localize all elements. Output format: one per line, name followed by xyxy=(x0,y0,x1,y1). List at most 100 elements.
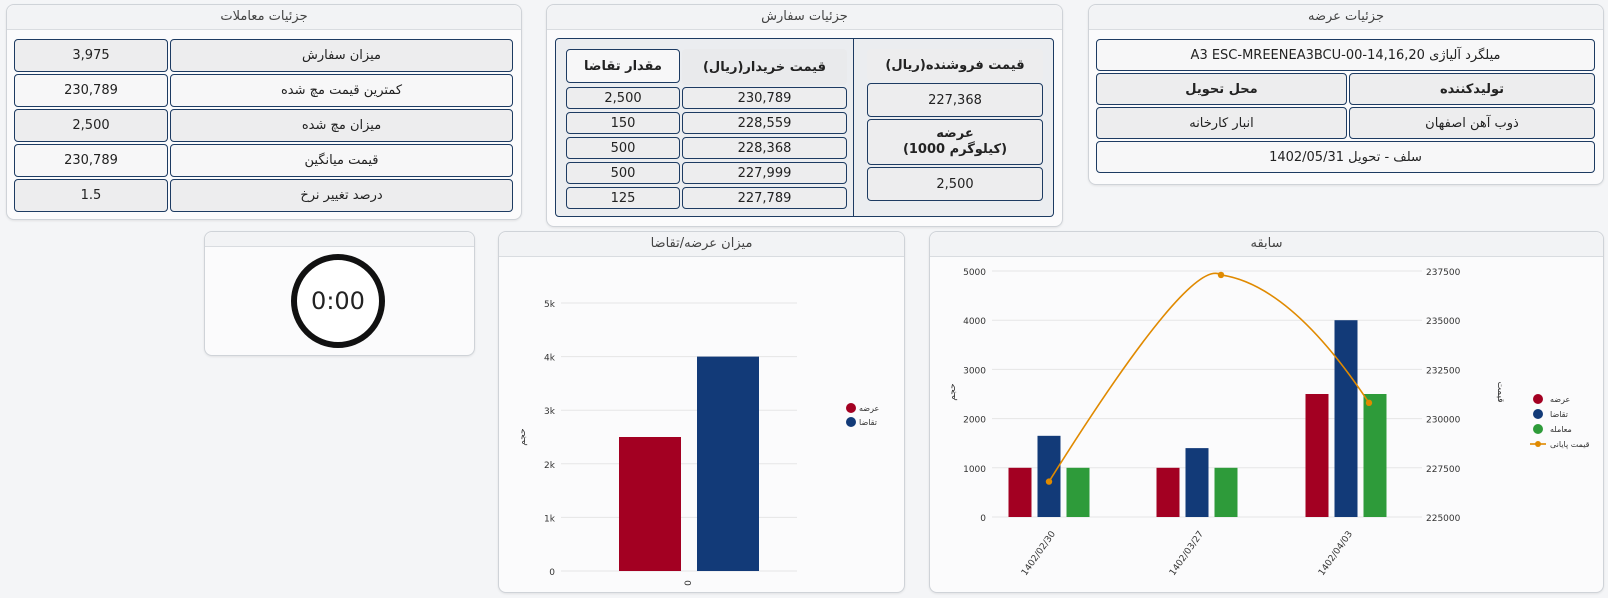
price-point xyxy=(1217,271,1225,279)
delivery-info: سلف - تحویل 1402/05/31 xyxy=(1096,141,1595,173)
y-axis-label: حجم xyxy=(518,428,528,445)
y-tick-label: 4000 xyxy=(963,317,986,327)
supply-demand-chart-title: میزان عرضه/تقاضا xyxy=(499,232,904,257)
y-right-tick-label: 227500 xyxy=(1426,465,1461,475)
y-tick-label: 4k xyxy=(544,354,556,364)
column-divider xyxy=(853,38,854,217)
bar-supply xyxy=(1305,394,1329,517)
buyer-price-label: قیمت خریدار(ریال) xyxy=(682,49,847,85)
supply-label: عرضه (1000 کیلوگرم) xyxy=(867,119,1043,165)
order-details-title: جزئیات سفارش xyxy=(547,5,1062,30)
x-tick-label: 1402/02/30 xyxy=(1020,529,1058,577)
buyer-price-cell: 227,999 xyxy=(682,162,847,184)
y-tick-label: 5000 xyxy=(963,268,986,278)
history-chart-title: سابقه xyxy=(930,232,1603,257)
offer-product: میلگرد آلیاژی A3 ESC-MREENEA3BCU-00-14,1… xyxy=(1096,39,1595,71)
trade-row-label: درصد تغییر نرخ xyxy=(170,179,513,212)
price-point xyxy=(1045,478,1053,485)
seller-price-value: 227,368 xyxy=(867,83,1043,117)
legend-marker[interactable] xyxy=(1533,424,1543,434)
legend-marker[interactable] xyxy=(846,417,856,427)
history-chart: 0 1000 2000 3000 4000 5000 225000 227500 230000 2… xyxy=(948,268,1590,578)
delivery-place-value: انبار کارخانه xyxy=(1096,107,1347,139)
producer-value: ذوب آهن اصفهان xyxy=(1349,107,1595,139)
y-right-tick-label: 235000 xyxy=(1426,317,1461,327)
x-tick-label: 0 xyxy=(684,580,694,586)
bar-supply xyxy=(1156,467,1180,517)
supply-demand-chart: 0 1k 2k 3k 4k 5k حجم 0 عرضه تقاضا xyxy=(518,300,879,586)
delivery-place-label: محل تحویل xyxy=(1096,73,1347,105)
y-right-tick-label: 232500 xyxy=(1426,366,1461,376)
supply-demand-chart-panel: میزان عرضه/تقاضا 0 1k 2k 3k 4k 5k حجم 0 عرضه تقاض… xyxy=(498,231,905,593)
y-tick-label: 2k xyxy=(544,461,556,471)
bar-supply xyxy=(619,437,681,571)
trade-row-value: 230,789 xyxy=(14,74,168,107)
trade-details-panel: جزئیات معاملات میزان سفارش 3,975 کمترین قی… xyxy=(6,4,522,220)
trade-row-value: 1.5 xyxy=(14,179,168,212)
legend-label[interactable]: عرضه xyxy=(859,404,879,413)
trade-row-value: 3,975 xyxy=(14,39,168,72)
y-tick-label: 1k xyxy=(544,514,556,524)
bar-trade xyxy=(1363,394,1387,517)
demand-qty-cell: 125 xyxy=(566,187,680,209)
bar-supply xyxy=(1008,467,1032,517)
trade-row-label: قیمت میانگین xyxy=(170,144,513,177)
legend-label[interactable]: تقاضا xyxy=(1550,410,1568,419)
y-axis-label: حجم xyxy=(948,383,958,400)
buyer-price-cell: 228,559 xyxy=(682,112,847,134)
legend-marker[interactable] xyxy=(1533,394,1543,404)
demand-qty-cell: 500 xyxy=(566,162,680,184)
price-point xyxy=(1365,399,1373,407)
legend-label[interactable]: معامله xyxy=(1550,425,1572,434)
trade-row-value: 230,789 xyxy=(14,144,168,177)
buyer-price-cell: 228,368 xyxy=(682,137,847,159)
timer-header xyxy=(205,232,474,247)
countdown-timer: 0:00 xyxy=(291,254,385,348)
seller-price-label: قیمت فروشنده(ریال) xyxy=(867,49,1043,81)
demand-qty-cell: 150 xyxy=(566,112,680,134)
demand-qty-cell: 2,500 xyxy=(566,87,680,109)
y-tick-label: 2000 xyxy=(963,416,986,426)
trade-row-label: کمترین قیمت مچ شده xyxy=(170,74,513,107)
buyer-price-cell: 227,789 xyxy=(682,187,847,209)
producer-label: تولیدکننده xyxy=(1349,73,1595,105)
legend-label[interactable]: قیمت پایانی xyxy=(1550,440,1590,449)
timer-panel: 0:00 xyxy=(204,231,475,356)
bar-demand xyxy=(1334,320,1358,517)
legend-marker[interactable] xyxy=(1533,409,1543,419)
x-tick-label: 1402/04/03 xyxy=(1317,530,1355,578)
order-details-panel: جزئیات سفارش قیمت فروشنده(ریال) 227,368 … xyxy=(546,4,1063,227)
supply-value: 2,500 xyxy=(867,167,1043,201)
supply-label-text: عرضه xyxy=(936,126,974,141)
y-right-tick-label: 237500 xyxy=(1426,268,1461,278)
legend-marker[interactable] xyxy=(846,403,856,413)
offer-details-title: جزئیات عرضه xyxy=(1089,5,1603,30)
bar-demand xyxy=(1037,435,1061,517)
trade-row-label: میزان مچ شده xyxy=(170,109,513,142)
y-tick-label: 3k xyxy=(544,407,556,417)
buyer-price-cell: 230,789 xyxy=(682,87,847,109)
trade-details-title: جزئیات معاملات xyxy=(7,5,521,30)
x-tick-label: 1402/03/27 xyxy=(1168,530,1206,578)
bar-demand xyxy=(697,356,759,571)
bar-trade xyxy=(1214,467,1238,517)
y-tick-label: 3000 xyxy=(963,366,986,376)
trade-row-value: 2,500 xyxy=(14,109,168,142)
bar-trade xyxy=(1066,467,1090,517)
y-right-axis-label: قیمت xyxy=(1495,381,1505,402)
legend-marker-dot[interactable] xyxy=(1535,441,1541,447)
legend-label[interactable]: عرضه xyxy=(1550,395,1570,404)
supply-unit-text: (1000 کیلوگرم) xyxy=(902,142,1008,157)
bar-demand xyxy=(1185,448,1209,517)
y-tick-label: 0 xyxy=(980,514,986,524)
trade-row-label: میزان سفارش xyxy=(170,39,513,72)
demand-qty-label: مقدار تقاضا xyxy=(566,49,680,83)
offer-details-panel: جزئیات عرضه میلگرد آلیاژی A3 ESC-MREENEA… xyxy=(1088,4,1604,185)
y-right-tick-label: 225000 xyxy=(1426,514,1461,524)
demand-qty-cell: 500 xyxy=(566,137,680,159)
y-tick-label: 5k xyxy=(544,300,556,310)
history-chart-panel: سابقه 0 1000 2000 3000 4000 5000 225000 227500 2… xyxy=(929,231,1604,593)
y-tick-label: 1000 xyxy=(963,465,986,475)
legend-label[interactable]: تقاضا xyxy=(859,418,877,427)
y-tick-label: 0 xyxy=(549,568,555,578)
